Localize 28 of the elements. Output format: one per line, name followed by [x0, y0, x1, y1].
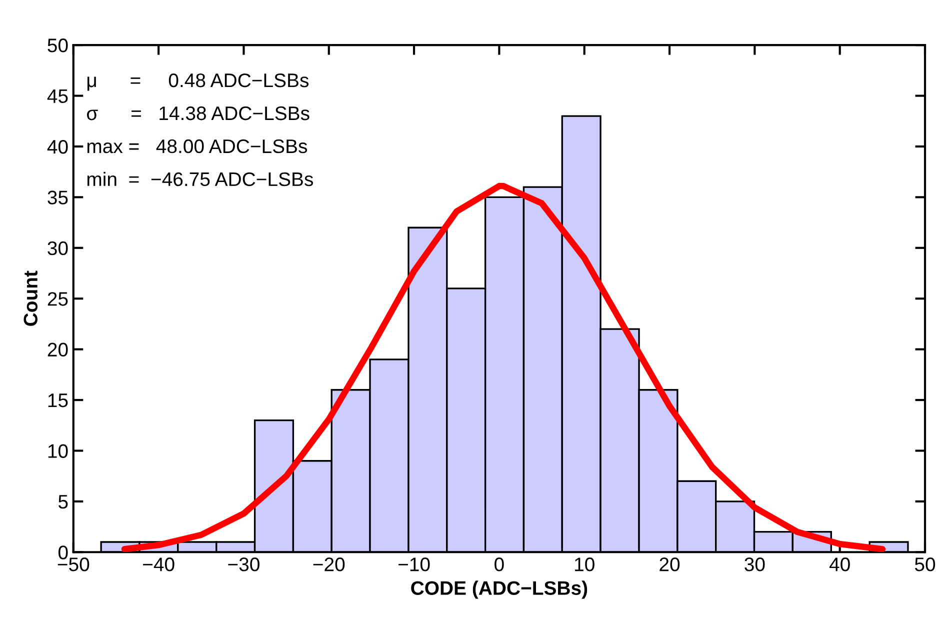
x-tick-label: 30: [744, 558, 765, 572]
y-axis-title: Count: [24, 270, 38, 326]
y-tick-label: 50: [48, 38, 68, 52]
y-tick-label: 5: [58, 495, 68, 509]
x-tick-label: −40: [143, 558, 174, 572]
y-tick-label: 45: [47, 89, 68, 104]
annotation: σ = 14.38 ADC−LSBs: [86, 106, 310, 120]
x-axis-title: CODE (ADC−LSBs): [411, 580, 588, 599]
y-tick-label: 15: [48, 394, 68, 408]
y-tick-label: 0: [58, 546, 68, 560]
y-tick-label: 25: [48, 292, 68, 306]
annotation: min = −46.75 ADC−LSBs: [87, 172, 313, 186]
x-tick-label: 0: [494, 558, 504, 572]
y-tick-label: 35: [48, 190, 68, 204]
y-tick-label: 30: [48, 241, 68, 256]
x-tick-label: 40: [829, 558, 850, 572]
x-tick-label: 10: [575, 558, 594, 572]
y-tick-label: 40: [47, 140, 68, 154]
x-tick-label: −10: [398, 558, 430, 572]
x-tick-label: −50: [58, 558, 90, 572]
y-tick-label: 10: [48, 444, 68, 458]
annotation: max = 48.00 ADC−LSBs: [87, 139, 308, 154]
x-tick-label: −30: [228, 558, 260, 572]
x-tick-label: 50: [914, 558, 936, 572]
y-tick-label: 20: [48, 342, 68, 357]
x-tick-label: −20: [313, 558, 345, 572]
x-tick-label: 20: [660, 558, 680, 572]
annotation: μ = 0.48 ADC−LSBs: [87, 73, 309, 91]
